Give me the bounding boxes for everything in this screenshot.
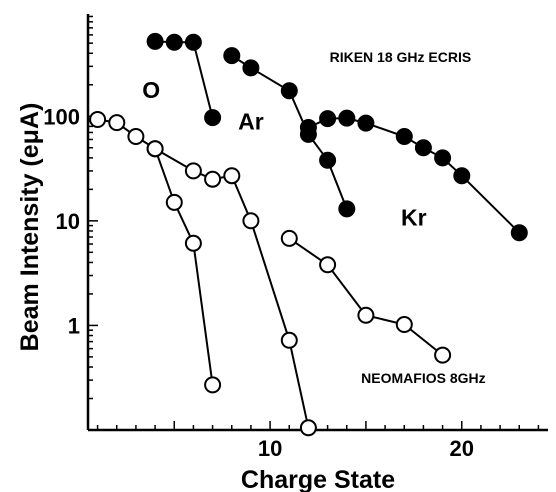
series-markers — [89, 32, 528, 437]
annotation-label: RIKEN 18 GHz ECRIS — [330, 49, 472, 65]
axes: 10 20 1 10 100 — [43, 14, 548, 461]
x-tick-label: 10 — [258, 436, 282, 461]
open-marker — [127, 128, 145, 145]
open-marker — [299, 419, 317, 437]
open-marker — [108, 114, 126, 132]
filled-marker — [319, 151, 337, 169]
filled-marker — [357, 114, 375, 132]
series-line — [154, 147, 310, 429]
filled-marker — [338, 200, 356, 218]
open-marker — [146, 140, 164, 158]
open-marker — [357, 306, 375, 324]
open-marker — [280, 331, 298, 349]
series-line — [155, 40, 214, 118]
series-line — [97, 118, 214, 386]
filled-marker — [165, 33, 183, 51]
y-axis-title: Beam Intensity (eμA) — [16, 103, 44, 352]
annotation-label: O — [142, 77, 160, 103]
x-tick-label: 20 — [450, 436, 474, 461]
chart-labels: Charge State Beam Intensity (eμA) O Ar Kr R… — [16, 49, 486, 492]
open-marker — [395, 316, 413, 333]
open-marker — [434, 346, 452, 364]
filled-marker — [242, 59, 260, 77]
filled-marker — [395, 128, 413, 145]
open-marker — [89, 111, 107, 128]
annotation-label: Kr — [401, 205, 427, 231]
open-marker — [165, 193, 183, 211]
filled-marker — [204, 109, 222, 127]
filled-marker — [434, 149, 452, 167]
filled-marker — [280, 82, 298, 100]
filled-marker — [510, 224, 528, 242]
open-marker — [184, 162, 202, 180]
open-marker — [280, 229, 298, 247]
y-tick-label: 1 — [68, 313, 80, 338]
filled-marker — [453, 167, 471, 185]
annotation-label: NEOMAFIOS 8GHz — [361, 370, 485, 386]
filled-marker — [299, 119, 317, 136]
filled-marker — [223, 47, 241, 65]
open-marker — [204, 376, 222, 394]
filled-marker — [319, 110, 337, 128]
filled-marker — [184, 33, 202, 51]
filled-marker — [338, 109, 356, 127]
y-tick-label: 10 — [56, 209, 80, 234]
open-marker — [204, 170, 222, 188]
filled-marker — [414, 139, 432, 157]
open-marker — [242, 212, 260, 230]
open-marker — [184, 234, 202, 252]
open-marker — [319, 256, 337, 274]
open-marker — [223, 167, 241, 185]
annotation-label: Ar — [238, 108, 264, 134]
y-tick-label: 100 — [43, 104, 80, 129]
filled-marker — [146, 32, 164, 50]
series-line — [288, 237, 444, 356]
x-axis-title: Charge State — [241, 466, 395, 492]
